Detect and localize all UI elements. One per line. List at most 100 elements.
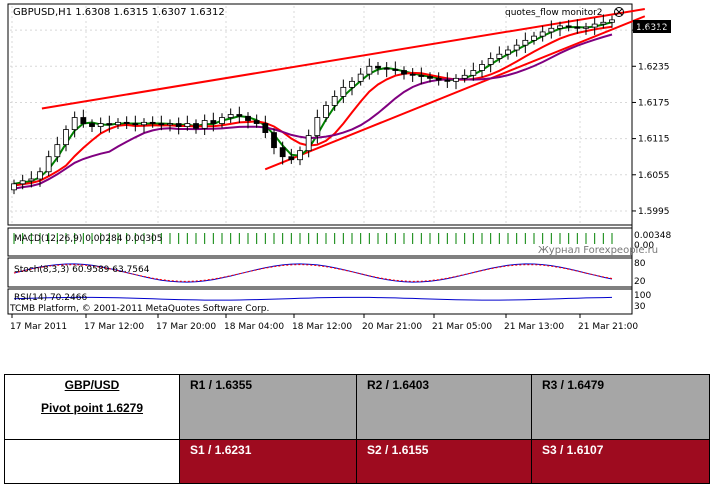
watermark-text: Журнал Forexpeople.ru xyxy=(538,245,658,256)
time-tick-label: 21 Mar 05:00 xyxy=(432,322,492,332)
candle-body xyxy=(106,123,113,126)
candle-body xyxy=(375,65,381,69)
candle-body xyxy=(340,86,347,97)
candle-body xyxy=(392,68,399,71)
macd-subwindow[interactable] xyxy=(7,227,633,257)
pivot-point: Pivot point 1.6279 xyxy=(40,401,144,415)
candle-body xyxy=(409,73,416,76)
candle-body xyxy=(574,26,581,29)
rsi-subwindow[interactable] xyxy=(7,288,633,315)
candle-body xyxy=(366,65,373,75)
candle-body xyxy=(349,80,355,88)
support-3: S3 / 1.6107 xyxy=(531,438,710,485)
trendlines[interactable] xyxy=(41,8,646,171)
candle-body xyxy=(149,121,156,124)
price-tick-label: 1.6295 xyxy=(638,26,670,36)
time-axis: 17 Mar 2011 17 Mar 12:00 17 Mar 20:00 18 Ma… xyxy=(10,314,638,332)
candle-body xyxy=(513,44,520,51)
candle-body xyxy=(158,123,165,126)
candle-body xyxy=(167,123,173,126)
candle-body xyxy=(323,105,329,118)
candle-body xyxy=(565,25,572,28)
candle-body xyxy=(175,123,182,127)
candle-body xyxy=(80,117,87,124)
candle-body xyxy=(115,121,121,126)
pair-cell: GBP/USD Pivot point 1.6279 xyxy=(4,374,180,440)
stoch-subwindow[interactable] xyxy=(7,257,633,288)
candles xyxy=(11,14,615,195)
candle-body xyxy=(97,123,104,127)
price-axis: 1.6295 1.6235 1.6175 1.6115 1.6055 1.5995 xyxy=(632,26,670,217)
candle-body xyxy=(427,76,433,79)
candle-body xyxy=(461,74,468,79)
candle-body xyxy=(279,147,286,158)
stoch-scale-bottom: 20 xyxy=(634,277,646,287)
current-price: 1.6312 xyxy=(636,23,668,33)
candle-body xyxy=(236,114,243,117)
ma-mid-line xyxy=(13,25,613,187)
candle-body xyxy=(19,180,26,185)
candle-body xyxy=(54,144,61,158)
candle-body xyxy=(314,117,321,136)
rsi-scale-top: 100 xyxy=(634,291,651,301)
candle-body xyxy=(193,123,199,129)
price-tick-label: 1.5995 xyxy=(638,207,670,217)
rsi-scale-bottom: 30 xyxy=(634,302,646,312)
rsi-line xyxy=(13,296,613,301)
candle-body xyxy=(383,67,390,70)
candle-body xyxy=(600,21,607,25)
candle-body xyxy=(583,26,589,29)
candle-body xyxy=(357,73,364,82)
candle-body xyxy=(227,114,234,118)
time-tick-label: 21 Mar 13:00 xyxy=(504,322,564,332)
stoch-signal-line xyxy=(13,264,613,282)
candle-body xyxy=(305,135,312,152)
macd-scale-top: 0.00348 xyxy=(634,231,671,241)
support-2: S2 / 1.6155 xyxy=(356,438,532,485)
candle-body xyxy=(89,123,95,127)
stoch-scale-top: 80 xyxy=(634,259,646,269)
time-tick-label: 17 Mar 20:00 xyxy=(156,322,216,332)
candle-body xyxy=(253,120,260,124)
price-tick-label: 1.6235 xyxy=(638,62,670,72)
candle-body xyxy=(71,117,78,130)
candle-body xyxy=(435,77,442,81)
candle-body xyxy=(496,53,503,59)
upper-trendline xyxy=(41,8,645,110)
rsi-label: RSI(14) 70.2466 xyxy=(14,293,87,303)
indicator-names: quotes_flow monitor2 xyxy=(505,8,603,18)
copyright-text: TCMB Platform, © 2001-2011 MetaQuotes So… xyxy=(9,304,269,314)
candle-body xyxy=(539,31,546,37)
candle-body xyxy=(141,121,147,126)
lower-trendline xyxy=(264,15,646,171)
empty-cell xyxy=(4,438,180,485)
candle-body xyxy=(418,74,425,77)
macd-histogram xyxy=(13,233,613,244)
stoch-lines xyxy=(13,263,613,283)
candle-body xyxy=(531,35,537,41)
current-price-tag xyxy=(633,20,671,33)
main-chart-area[interactable] xyxy=(7,3,633,226)
candle-body xyxy=(453,77,459,82)
candle-body xyxy=(184,123,191,127)
candle-body xyxy=(201,120,208,129)
close-icon[interactable] xyxy=(614,7,624,17)
candle-body xyxy=(609,19,615,23)
candle-body xyxy=(37,171,43,180)
pair-name: GBP/USD xyxy=(64,378,120,392)
candle-body xyxy=(557,25,563,29)
price-chart-panel[interactable]: GBPUSD,H1 1.6308 1.6315 1.6307 1.6312 qu… xyxy=(0,0,671,338)
time-tick-label: 21 Mar 21:00 xyxy=(578,322,638,332)
time-tick-label: 18 Mar 04:00 xyxy=(224,322,284,332)
price-tick-label: 1.6175 xyxy=(638,98,670,108)
candle-body xyxy=(522,39,529,46)
time-tick-label: 18 Mar 12:00 xyxy=(292,322,352,332)
time-tick-label: 20 Mar 21:00 xyxy=(362,322,422,332)
chart-canvas[interactable]: GBPUSD,H1 1.6308 1.6315 1.6307 1.6312 qu… xyxy=(0,0,671,338)
resistance-1: R1 / 1.6355 xyxy=(179,374,357,440)
moving-averages xyxy=(13,21,613,190)
rsi-line-path xyxy=(13,296,613,301)
time-tick-label: 17 Mar 2011 xyxy=(10,322,67,332)
candle-body xyxy=(45,156,52,173)
candle-body xyxy=(470,70,477,76)
